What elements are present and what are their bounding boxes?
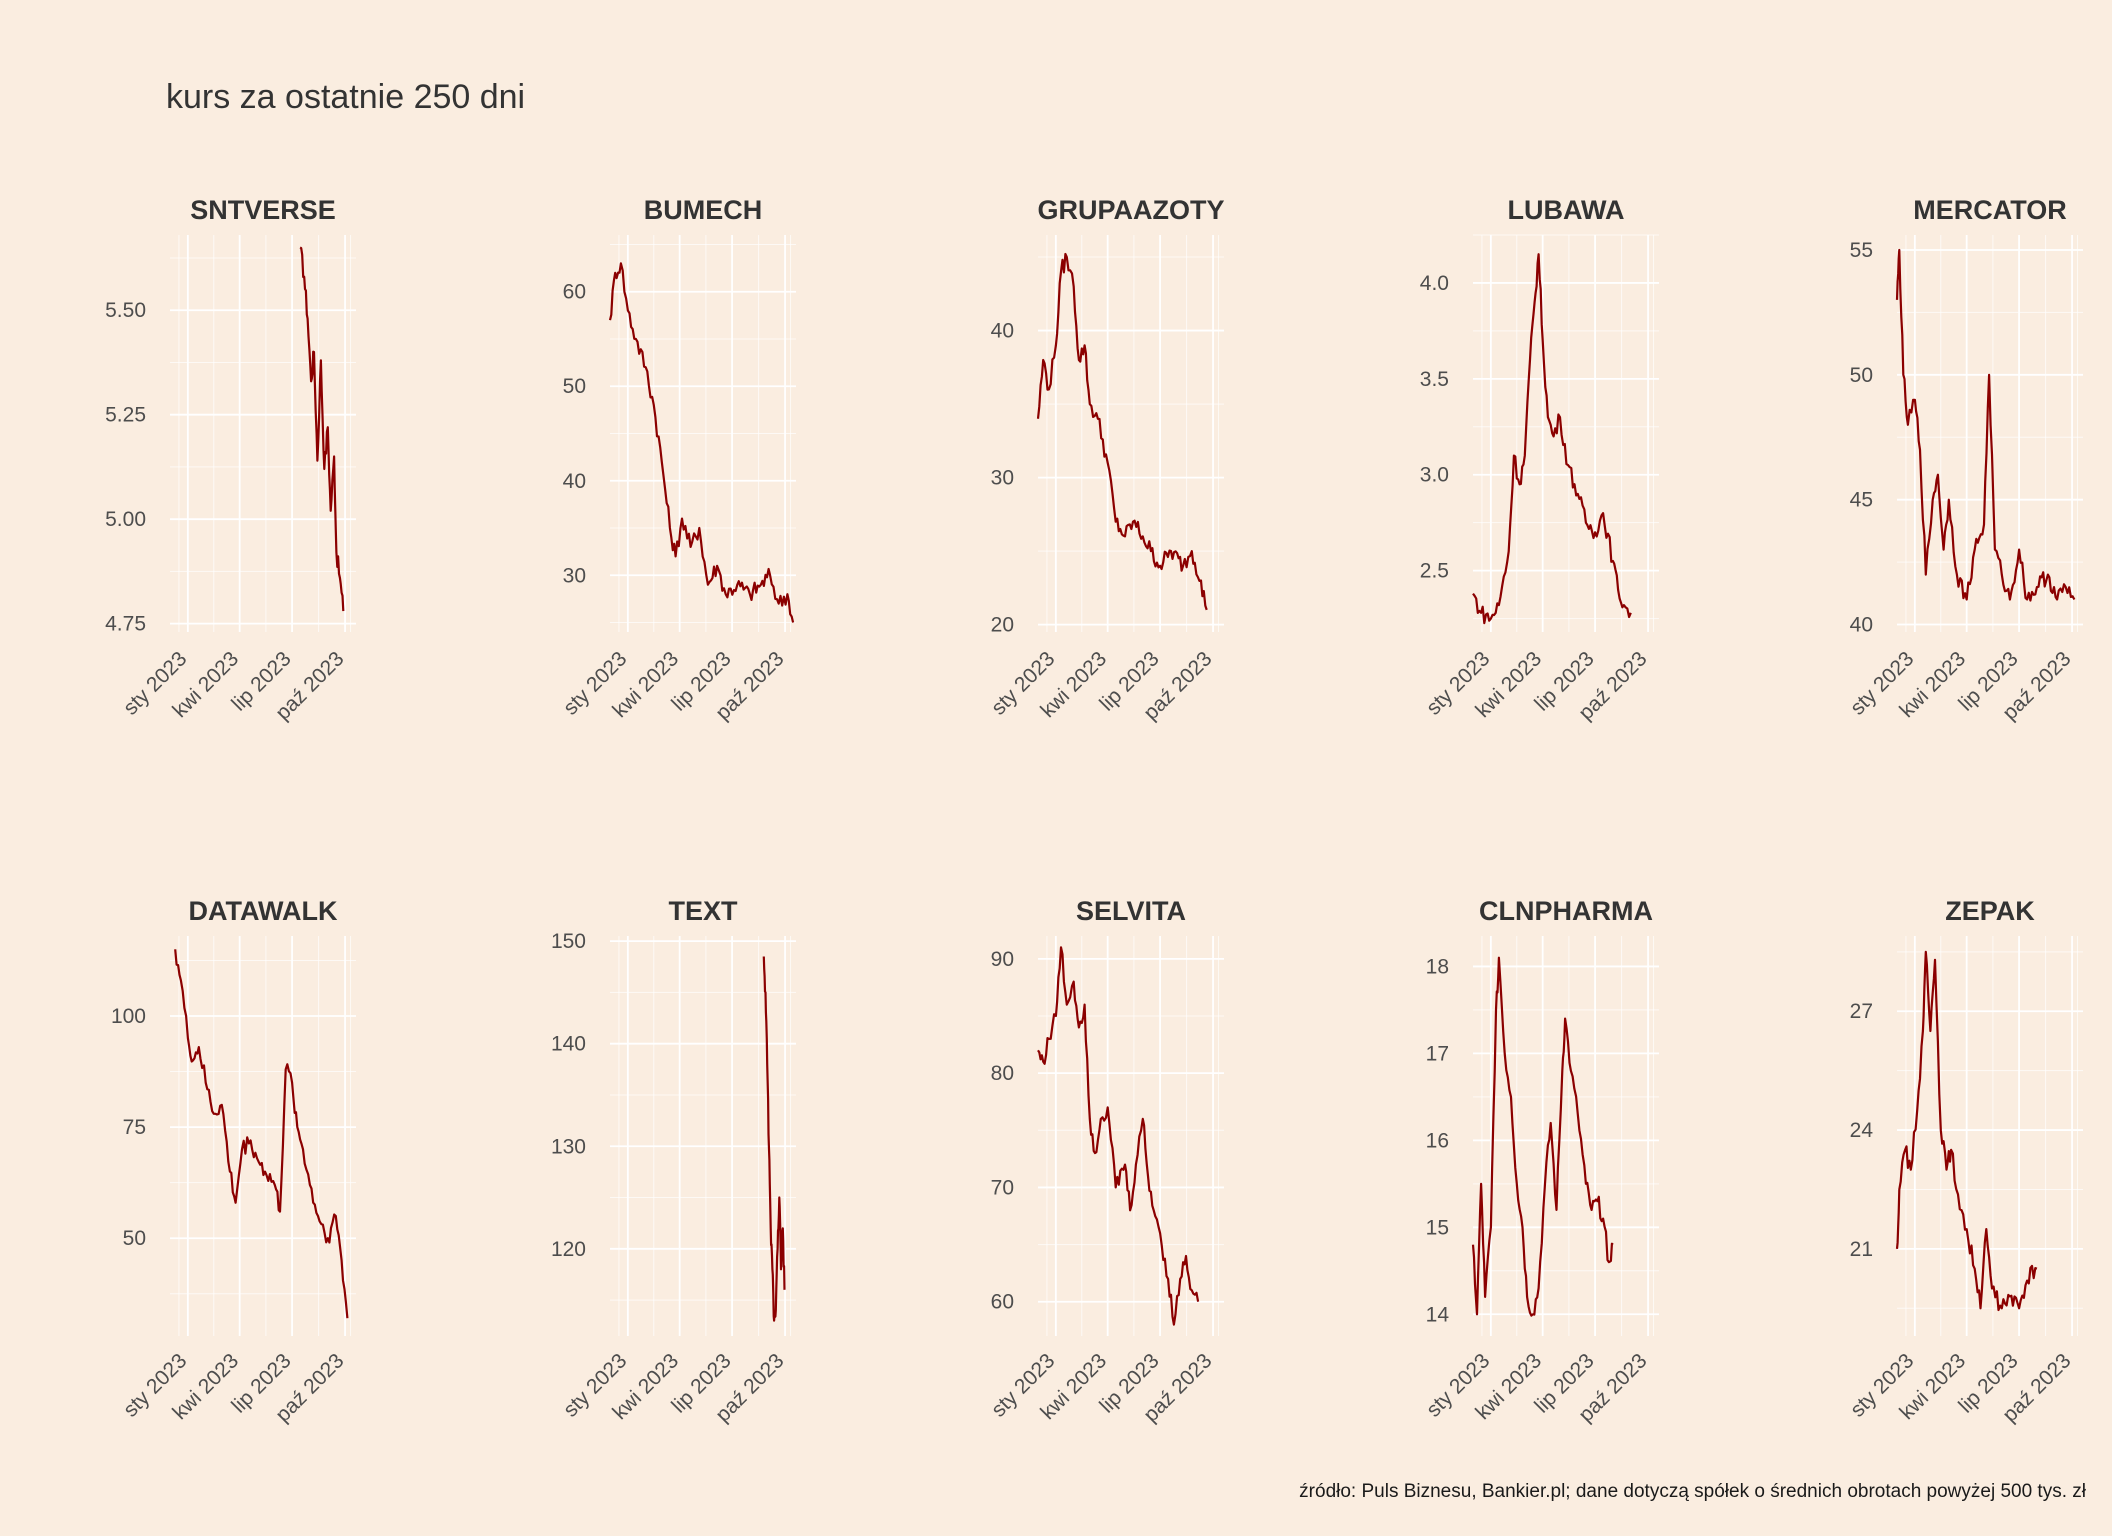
y-tick-label: 14	[1426, 1303, 1450, 1326]
price-line	[762, 956, 786, 1322]
y-tick-label: 3.0	[1420, 464, 1449, 487]
price-line	[1472, 253, 1632, 625]
y-tick-label: 4.0	[1420, 272, 1449, 295]
y-tick-label: 140	[551, 1033, 586, 1056]
y-tick-label: 100	[111, 1005, 146, 1028]
price-line	[174, 949, 349, 1319]
y-tick-label: 18	[1426, 955, 1449, 978]
source-caption: źródło: Puls Biznesu, Bankier.pl; dane d…	[1299, 1481, 2086, 1502]
y-tick-label: 55	[1850, 239, 1873, 262]
panel-title: SNTVERSE	[190, 195, 336, 225]
y-tick-label: 4.75	[105, 613, 146, 636]
y-tick-label: 150	[551, 930, 586, 953]
panel-title: DATAWALK	[189, 896, 338, 926]
y-tick-label: 80	[991, 1062, 1014, 1085]
y-tick-label: 16	[1426, 1129, 1449, 1152]
y-tick-label: 50	[123, 1227, 146, 1250]
panel-title: ZEPAK	[1945, 896, 2035, 926]
y-tick-label: 24	[1850, 1119, 1874, 1142]
y-tick-label: 3.5	[1420, 368, 1449, 391]
price-line	[1037, 946, 1200, 1326]
y-tick-label: 20	[991, 614, 1014, 637]
y-tick-label: 5.00	[105, 508, 146, 531]
y-tick-label: 70	[991, 1176, 1014, 1199]
y-tick-label: 50	[1850, 364, 1873, 387]
y-tick-label: 15	[1426, 1216, 1449, 1239]
y-tick-label: 21	[1850, 1238, 1873, 1261]
y-tick-label: 40	[1850, 614, 1873, 637]
panel-title: CLNPHARMA	[1479, 896, 1653, 926]
panel-title: LUBAWA	[1508, 195, 1625, 225]
y-tick-label: 75	[123, 1116, 146, 1139]
y-tick-label: 5.50	[105, 299, 146, 322]
y-tick-label: 120	[551, 1238, 586, 1261]
y-tick-label: 30	[563, 564, 586, 587]
y-tick-label: 17	[1426, 1042, 1449, 1065]
y-tick-label: 40	[991, 320, 1014, 343]
y-tick-label: 40	[563, 470, 586, 493]
y-tick-label: 30	[991, 467, 1014, 490]
panel-title: BUMECH	[644, 195, 763, 225]
y-tick-label: 130	[551, 1135, 586, 1158]
y-tick-label: 90	[991, 948, 1014, 971]
price-line	[608, 262, 795, 623]
y-tick-label: 60	[991, 1291, 1014, 1314]
price-line	[1471, 956, 1614, 1317]
price-line	[1895, 248, 2076, 602]
y-tick-label: 60	[563, 281, 586, 304]
y-tick-label: 2.5	[1420, 560, 1449, 583]
y-tick-label: 45	[1850, 489, 1873, 512]
panel-title: TEXT	[668, 896, 738, 926]
y-tick-label: 5.25	[105, 404, 146, 427]
page-title: kurs za ostatnie 250 dni	[166, 78, 526, 116]
panel-title: MERCATOR	[1913, 195, 2067, 225]
price-line	[1895, 950, 2038, 1312]
price-line	[299, 246, 345, 612]
price-line	[1036, 252, 1208, 611]
y-tick-label: 27	[1850, 1000, 1873, 1023]
panel-title: GRUPAAZOTY	[1038, 195, 1225, 225]
panel-title: SELVITA	[1076, 896, 1186, 926]
y-tick-label: 50	[563, 375, 586, 398]
